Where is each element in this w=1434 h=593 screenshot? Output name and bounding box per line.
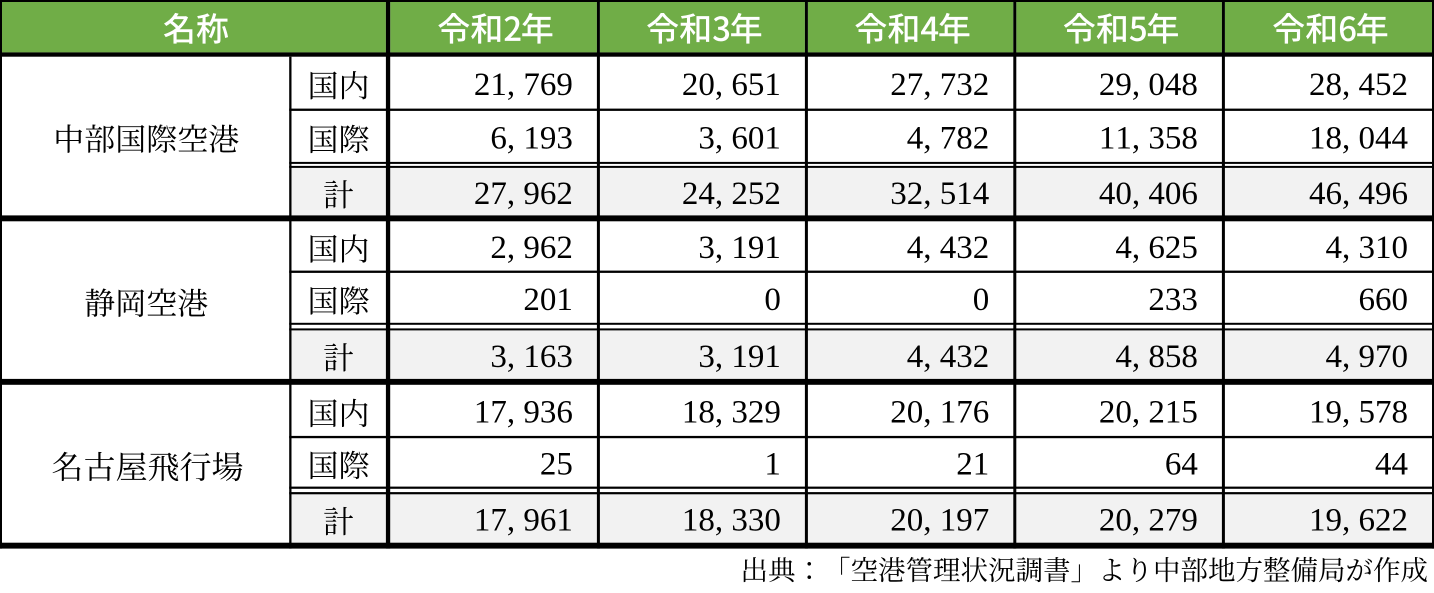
svg-text:3,601: 3,601 <box>698 121 781 157</box>
svg-text:19,578: 19,578 <box>1309 394 1408 430</box>
svg-text:20,176: 20,176 <box>890 394 989 430</box>
svg-text:24,252: 24,252 <box>682 176 781 212</box>
svg-text:64: 64 <box>1165 447 1198 483</box>
svg-text:4,432: 4,432 <box>907 339 990 375</box>
svg-text:29,048: 29,048 <box>1099 67 1198 103</box>
svg-text:201: 201 <box>523 282 573 318</box>
svg-text:21,769: 21,769 <box>474 67 573 103</box>
svg-text:4,625: 4,625 <box>1115 230 1198 266</box>
svg-text:4,858: 4,858 <box>1115 339 1198 375</box>
svg-text:4,310: 4,310 <box>1326 230 1409 266</box>
svg-text:21: 21 <box>956 447 989 483</box>
svg-text:4,970: 4,970 <box>1326 339 1409 375</box>
svg-text:3,163: 3,163 <box>490 339 573 375</box>
svg-text:17,936: 17,936 <box>474 394 573 430</box>
svg-text:25: 25 <box>540 447 573 483</box>
svg-text:44: 44 <box>1375 447 1408 483</box>
svg-text:46,496: 46,496 <box>1309 176 1408 212</box>
svg-text:18,330: 18,330 <box>682 503 781 539</box>
svg-text:0: 0 <box>973 282 990 318</box>
svg-text:6,193: 6,193 <box>490 121 573 157</box>
svg-text:27,732: 27,732 <box>890 67 989 103</box>
svg-text:20,279: 20,279 <box>1099 503 1198 539</box>
svg-text:233: 233 <box>1148 282 1198 318</box>
svg-text:3,191: 3,191 <box>698 339 781 375</box>
svg-text:20,215: 20,215 <box>1099 394 1198 430</box>
svg-text:1: 1 <box>764 447 781 483</box>
svg-text:11,358: 11,358 <box>1099 121 1198 157</box>
svg-text:32,514: 32,514 <box>890 176 989 212</box>
svg-text:2,962: 2,962 <box>490 230 573 266</box>
svg-text:4,782: 4,782 <box>907 121 990 157</box>
svg-text:20,651: 20,651 <box>682 67 781 103</box>
svg-text:20,197: 20,197 <box>890 503 989 539</box>
svg-text:27,962: 27,962 <box>474 176 573 212</box>
svg-text:28,452: 28,452 <box>1309 67 1408 103</box>
svg-text:0: 0 <box>764 282 781 318</box>
svg-text:3,191: 3,191 <box>698 230 781 266</box>
svg-text:17,961: 17,961 <box>474 503 573 539</box>
svg-text:40,406: 40,406 <box>1099 176 1198 212</box>
svg-text:4,432: 4,432 <box>907 230 990 266</box>
svg-text:18,329: 18,329 <box>682 394 781 430</box>
svg-text:19,622: 19,622 <box>1309 503 1408 539</box>
svg-text:660: 660 <box>1359 282 1409 318</box>
svg-text:18,044: 18,044 <box>1309 121 1408 157</box>
